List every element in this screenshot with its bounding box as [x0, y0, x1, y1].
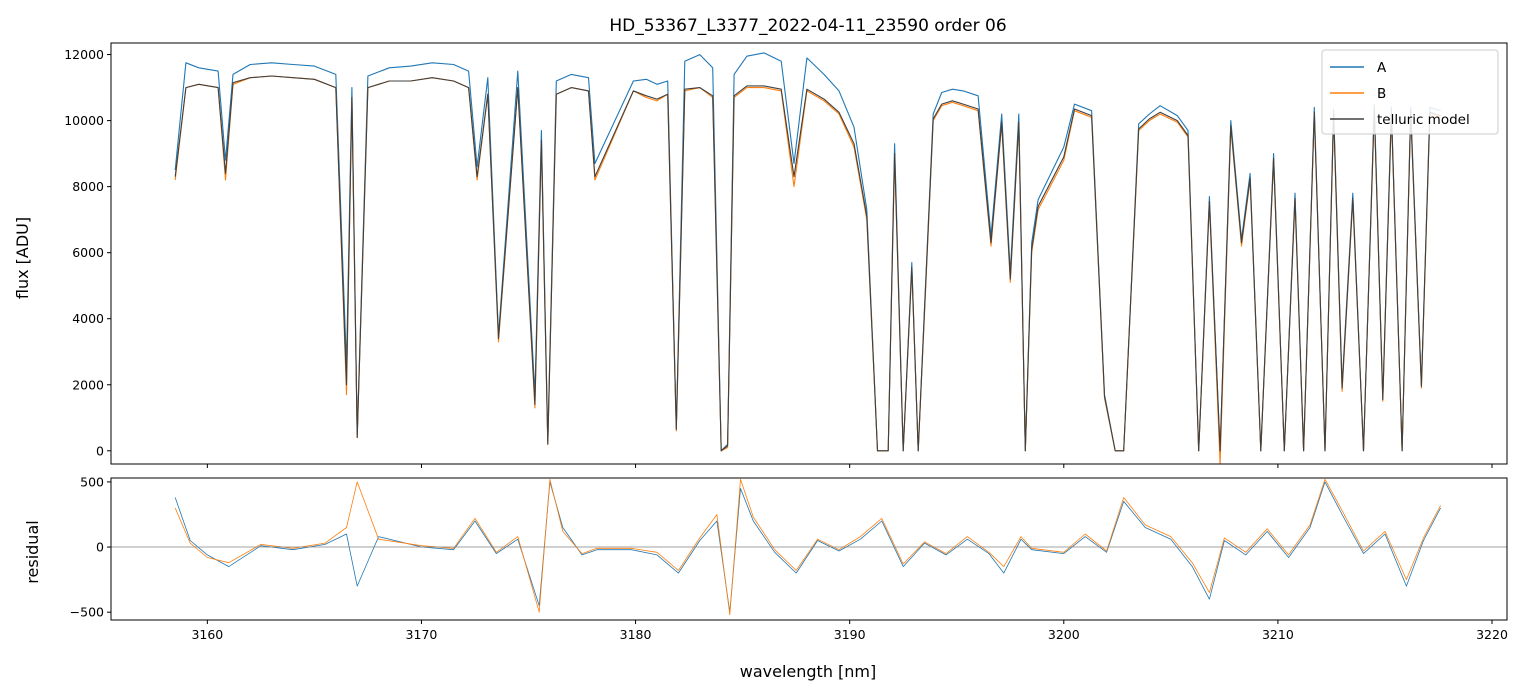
- legend-label-b: B: [1377, 86, 1386, 102]
- flux-panel-frame: [110, 42, 1508, 465]
- residual-y-axis-label: residual: [23, 520, 42, 583]
- x-tick-label: 3220: [1476, 627, 1508, 642]
- x-tick-label: 3200: [1048, 627, 1080, 642]
- legend-box: [1321, 49, 1499, 135]
- flux-y-tick-label: 4000: [72, 311, 104, 326]
- x-tick-label: 3210: [1262, 627, 1294, 642]
- flux-series-a: [174, 52, 1441, 452]
- residual-series-a: [174, 481, 1441, 613]
- flux-y-tick-label: 12000: [64, 47, 104, 62]
- x-axis-label: wavelength [nm]: [740, 662, 877, 681]
- flux-y-tick-label: 2000: [72, 377, 104, 392]
- flux-series-b: [174, 75, 1441, 464]
- x-tick-label: 3170: [406, 627, 438, 642]
- chart-title: HD_53367_L3377_2022-04-11_23590 order 06: [609, 16, 1006, 36]
- flux-series-telluric-model: [174, 75, 1441, 452]
- x-tick-label: 3160: [191, 627, 223, 642]
- x-tick-label: 3180: [620, 627, 652, 642]
- residual-panel-frame: [110, 477, 1508, 621]
- residual-y-tick-label: 0: [96, 540, 104, 555]
- legend-label-telluric-model: telluric model: [1377, 112, 1470, 128]
- x-tick-label: 3190: [834, 627, 866, 642]
- residual-y-tick-label: 500: [80, 474, 104, 489]
- residual-series-b: [174, 478, 1441, 616]
- flux-y-tick-label: 8000: [72, 179, 104, 194]
- flux-y-axis-label: flux [ADU]: [13, 217, 32, 299]
- residual-y-tick-label: −500: [70, 605, 104, 620]
- flux-y-tick-label: 0: [96, 443, 104, 458]
- legend-label-a: A: [1377, 60, 1387, 76]
- flux-y-tick-label: 10000: [64, 113, 104, 128]
- flux-y-tick-label: 6000: [72, 245, 104, 260]
- flux-panel: 0 2000 4000 6000 8000 10000 12000 flux [ADU]: [13, 42, 1508, 468]
- residual-panel: −500 0 500 3160 3170 3180 3190 3200 3210 3220 re…: [23, 474, 1508, 681]
